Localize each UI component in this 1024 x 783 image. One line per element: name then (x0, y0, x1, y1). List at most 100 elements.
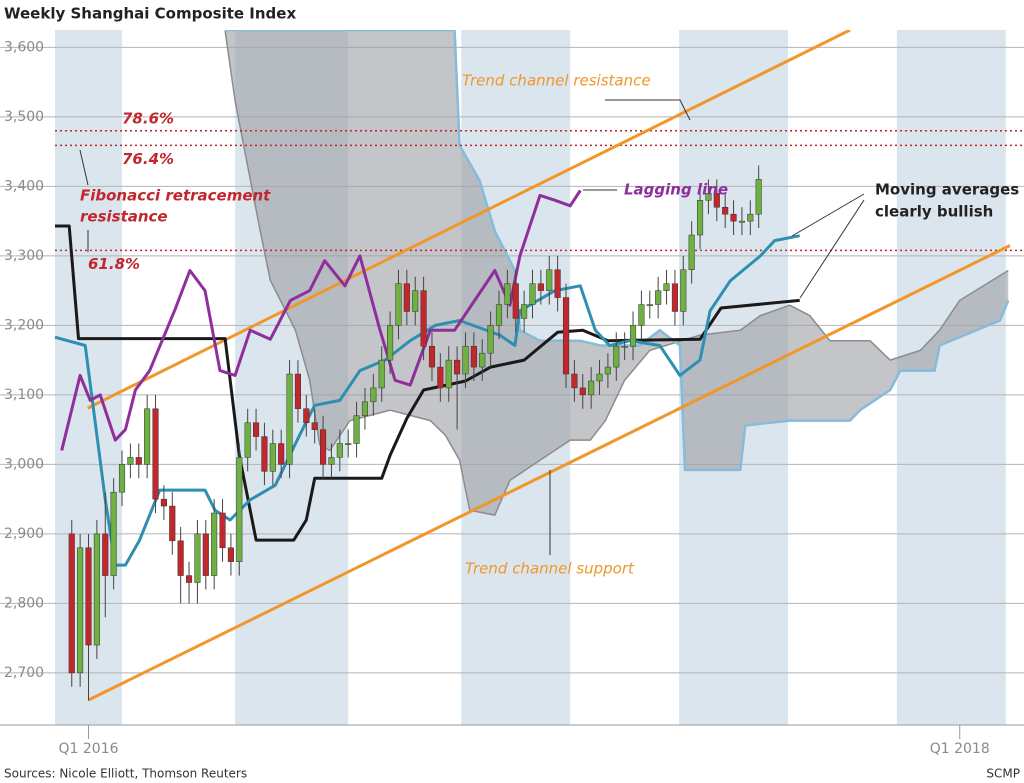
leader-line (791, 193, 865, 237)
y-tick-label: 2,900 (4, 526, 44, 542)
y-tick-label: 2,700 (4, 665, 44, 681)
candle-body (169, 505, 176, 542)
candle-body (403, 283, 410, 312)
candle-body (571, 373, 578, 389)
candle-body (311, 422, 318, 430)
candle-body (504, 283, 511, 305)
candle-body (269, 443, 276, 472)
candle-body (621, 345, 628, 348)
candle-body (713, 193, 720, 208)
source: Sources: Nicole Elliott, Thomson Reuters (4, 767, 247, 781)
candle-body (194, 533, 201, 583)
leader-line (799, 199, 865, 299)
candle-body (85, 547, 92, 646)
candle-body (102, 533, 109, 576)
candle-body (512, 283, 519, 319)
candle-body (202, 533, 209, 576)
candle-body (487, 325, 494, 354)
candle-body (328, 457, 335, 465)
y-tick-label: 3,500 (4, 109, 44, 125)
annotation: Trend channel resistance (462, 72, 651, 90)
fibonacci-label: 78.6% (122, 109, 174, 127)
candle-body (495, 304, 503, 326)
candle-body (395, 283, 402, 326)
candle-body (118, 464, 126, 493)
candle-body (546, 269, 553, 291)
axes: 2,700 2,800 2,900 3,000 3,100 3,200 3,300 3,400… (4, 39, 990, 757)
candle-body (604, 366, 611, 375)
y-tick-label: 3,600 (4, 39, 44, 55)
fibonacci-label: 61.8% (88, 255, 140, 273)
cloud-span-a (225, 30, 1010, 472)
candle-body (127, 457, 134, 465)
plot-area (54, 30, 1024, 702)
candle-body (144, 408, 151, 465)
candle-body (671, 283, 678, 312)
candle-body (420, 290, 427, 347)
candle-body (722, 206, 729, 215)
annotation: Lagging line (624, 181, 728, 199)
y-tick-label: 3,400 (4, 178, 44, 194)
shaded-period (896, 30, 1006, 725)
candle-body (211, 512, 218, 576)
candle-body (353, 415, 360, 444)
candle-body (412, 290, 419, 312)
candle-body (462, 345, 469, 375)
candle-body (244, 422, 251, 458)
candle-body (135, 457, 142, 465)
candle-body (663, 283, 670, 291)
candle-body (219, 512, 226, 549)
candle-body (705, 193, 712, 201)
candle-body (562, 297, 570, 375)
candle-body (387, 325, 394, 361)
x-tick-label: Q1 2018 (930, 741, 990, 757)
candle-body (537, 283, 544, 291)
candle-body (77, 547, 84, 674)
candle-body (437, 366, 444, 389)
candle-body (294, 373, 301, 410)
annotations: Fibonacci retracement resistance Trend c… (79, 72, 1019, 578)
candle-body (110, 491, 117, 576)
candle-body (227, 547, 234, 562)
candle-body (428, 345, 436, 368)
candle-body (596, 373, 603, 382)
candle-body (378, 359, 385, 389)
annotation: resistance (80, 208, 168, 226)
candle-body (253, 422, 260, 437)
candle-body (445, 359, 452, 389)
y-tick-label: 3,000 (4, 456, 44, 472)
y-tick-label: 3,200 (4, 317, 44, 333)
annotation: Moving averages (875, 181, 1019, 199)
annotation: Trend channel support (465, 560, 635, 578)
candle-body (303, 408, 310, 423)
candle-body (361, 401, 369, 416)
candle-body (521, 304, 528, 319)
candle-body (345, 443, 352, 445)
candle-body (688, 234, 695, 271)
candle-body (286, 373, 293, 465)
candle-body (638, 304, 645, 326)
candle-body (730, 213, 737, 222)
candle-body (278, 443, 285, 465)
y-tick-label: 3,300 (4, 248, 44, 264)
candle-body (529, 283, 536, 305)
fibonacci-label: 76.4% (122, 150, 174, 168)
candle-body (554, 269, 561, 298)
candle-body (680, 269, 687, 312)
candle-body (470, 345, 477, 368)
candle-body (579, 387, 586, 396)
line (87, 244, 1011, 702)
leader-line (605, 99, 691, 121)
line (55, 224, 800, 542)
candle-body (655, 290, 662, 305)
y-tick-label: 3,100 (4, 387, 44, 403)
candle-body (68, 533, 75, 674)
candle-body (320, 429, 327, 465)
candle-body (152, 408, 159, 500)
candle-body (629, 325, 637, 347)
x-tick-label: Q1 2016 (59, 741, 119, 757)
candle-body (236, 457, 243, 562)
candle-body (613, 345, 620, 368)
